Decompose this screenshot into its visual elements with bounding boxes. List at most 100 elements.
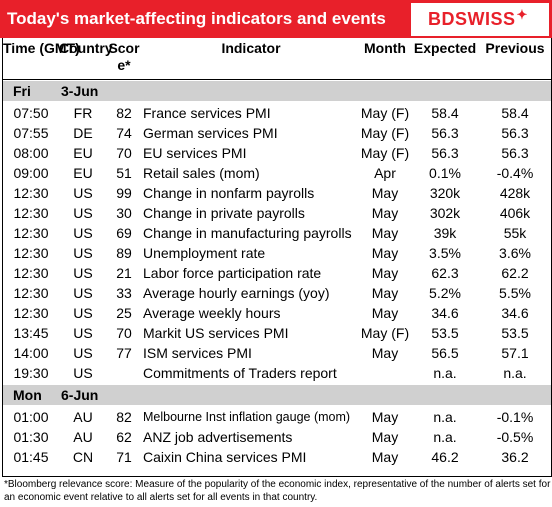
cell-expected: n.a. — [433, 429, 457, 445]
cell-country: DE — [73, 125, 93, 141]
cell-month: May (F) — [360, 125, 410, 141]
cell-score: 33 — [116, 285, 132, 301]
footnote: *Bloomberg relevance score: Measure of t… — [4, 479, 551, 503]
cell-previous: -0.5% — [496, 429, 534, 445]
cell-country: US — [73, 225, 93, 241]
cell-month: May — [371, 409, 399, 425]
header-month: Month — [364, 40, 406, 56]
cell-month: May (F) — [360, 105, 410, 121]
cell-time: 01:00 — [13, 409, 49, 425]
cell-country: US — [73, 265, 93, 281]
cell-expected: 53.5 — [431, 325, 459, 341]
cell-country: US — [73, 205, 93, 221]
cell-previous: -0.4% — [496, 165, 534, 181]
cell-previous: 57.1 — [501, 345, 529, 361]
cell-expected: 39k — [433, 225, 457, 241]
cell-time: 12:30 — [13, 185, 49, 201]
cell-indicator: Markit US services PMI — [143, 325, 289, 341]
cell-score: 62 — [116, 429, 132, 445]
cell-month: May — [371, 449, 399, 465]
cell-time: 07:50 — [13, 105, 49, 121]
day-row: Fri 3-Jun — [3, 81, 551, 101]
cell-indicator: Caixin China services PMI — [143, 449, 307, 465]
cell-time: 12:30 — [13, 245, 49, 261]
cell-score: 74 — [116, 125, 132, 141]
cell-time: 19:30 — [13, 365, 49, 381]
table-row: 12:30 US 30 Change in private payrolls May 30… — [3, 203, 551, 223]
bird-icon: ✦ — [516, 7, 528, 22]
cell-month: May — [371, 345, 399, 361]
cell-indicator: Average weekly hours — [143, 305, 281, 321]
table-row: 01:45 CN 71 Caixin China services PMI May 46.… — [3, 447, 551, 467]
cell-expected: 46.2 — [431, 449, 459, 465]
cell-expected: 56.5 — [431, 345, 459, 361]
cell-score: 71 — [116, 449, 132, 465]
day-label: Fri — [13, 83, 31, 99]
cell-expected: 56.3 — [431, 145, 459, 161]
header-indicator: Indicator — [221, 40, 281, 56]
cell-score: 30 — [116, 205, 132, 221]
cell-expected: 3.5% — [429, 245, 461, 261]
table-row: 12:30 US 33 Average hourly earnings (yoy) Ma… — [3, 283, 551, 303]
cell-previous: 428k — [499, 185, 531, 201]
cell-time: 01:30 — [13, 429, 49, 445]
cell-expected: 34.6 — [431, 305, 459, 321]
cell-score — [107, 363, 141, 383]
cell-indicator: EU services PMI — [143, 145, 247, 161]
table-row: 13:45 US 70 Markit US services PMI May (F) 53… — [3, 323, 551, 343]
cell-indicator: Change in nonfarm payrolls — [143, 185, 315, 201]
cell-month: Apr — [374, 165, 396, 181]
cell-previous: 5.5% — [499, 285, 531, 301]
table-row: 07:55 DE 74 German services PMI May (F) 56.3 5… — [3, 123, 551, 143]
cell-month: May — [371, 429, 399, 445]
cell-time: 08:00 — [13, 145, 49, 161]
cell-previous: 53.5 — [501, 325, 529, 341]
cell-month: May — [371, 185, 399, 201]
page-title: Today's market-affecting indicators and … — [7, 9, 386, 28]
cell-previous: n.a. — [503, 365, 527, 381]
day-date: 3-Jun — [61, 83, 99, 99]
cell-country: AU — [73, 429, 93, 445]
table-header: Time (GMT) Country Score* Indicator Mont… — [3, 38, 551, 78]
table-row: 09:00 EU 51 Retail sales (mom) Apr 0.1% -0.4% — [3, 163, 551, 183]
cell-country: EU — [73, 165, 93, 181]
brand-logo: BDSWISS✦ — [411, 3, 549, 36]
cell-expected: n.a. — [433, 409, 457, 425]
cell-indicator: Change in manufacturing payrolls — [143, 225, 352, 241]
cell-time: 12:30 — [13, 285, 49, 301]
table-row: 01:30 AU 62 ANZ job advertisements May n.a. -0… — [3, 427, 551, 447]
cell-indicator: Unemployment rate — [143, 245, 266, 261]
cell-indicator: ANZ job advertisements — [143, 429, 293, 445]
cell-score: 77 — [116, 345, 132, 361]
cell-indicator: Labor force participation rate — [143, 265, 322, 281]
cell-time: 12:30 — [13, 265, 49, 281]
cell-month — [359, 363, 411, 383]
cell-time: 12:30 — [13, 205, 49, 221]
day-label: Mon — [13, 387, 42, 403]
cell-expected: 5.2% — [429, 285, 461, 301]
cell-previous: 3.6% — [499, 245, 531, 261]
cell-country: US — [73, 325, 93, 341]
table-row: 12:30 US 99 Change in nonfarm payrolls May 32… — [3, 183, 551, 203]
header-score: Score* — [108, 40, 140, 73]
cell-expected: 302k — [429, 205, 461, 221]
cell-time: 12:30 — [13, 305, 49, 321]
cell-previous: 36.2 — [501, 449, 529, 465]
cell-country: US — [73, 365, 93, 381]
cell-time: 12:30 — [13, 225, 49, 241]
cell-country: US — [73, 185, 93, 201]
cell-country: US — [73, 285, 93, 301]
title-banner: Today's market-affecting indicators and … — [0, 0, 552, 38]
cell-month: May — [371, 285, 399, 301]
cell-expected: 0.1% — [429, 165, 461, 181]
cell-expected: 56.3 — [431, 125, 459, 141]
cell-country: US — [73, 305, 93, 321]
logo-text: BDSWISS✦ — [428, 7, 528, 29]
cell-score: 51 — [116, 165, 132, 181]
cell-country: CN — [72, 449, 94, 465]
cell-previous: 55k — [503, 225, 527, 241]
table-row: 12:30 US 69 Change in manufacturing payroll… — [3, 223, 551, 243]
cell-score: 70 — [116, 325, 132, 341]
cell-previous: 406k — [499, 205, 531, 221]
cell-score: 21 — [116, 265, 132, 281]
